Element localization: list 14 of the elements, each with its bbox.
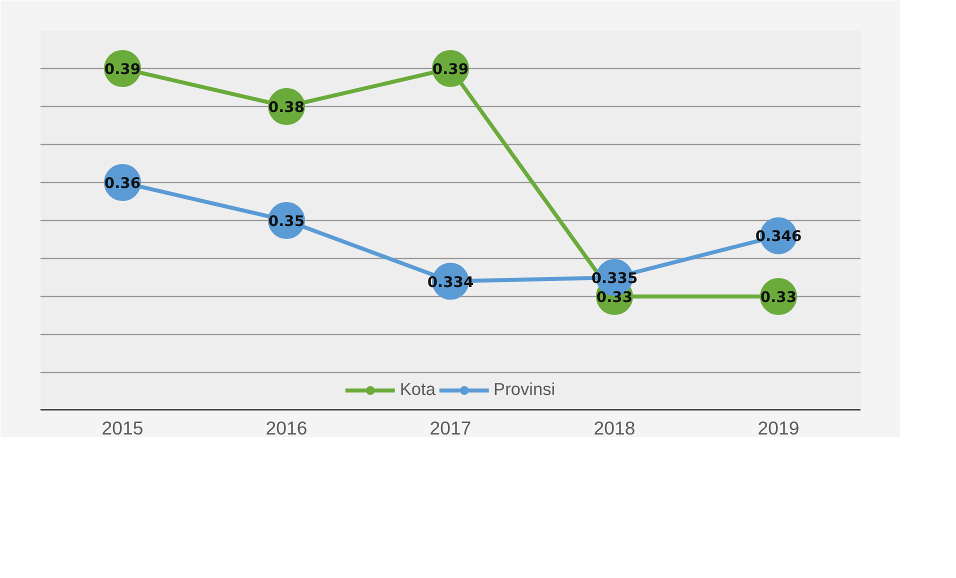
data-label: 0.33 [596,289,633,306]
data-label: 0.35 [268,213,305,230]
x-tick-label: 2017 [430,418,472,438]
x-tick-label: 2015 [102,418,144,438]
data-label: 0.38 [268,99,305,116]
x-tick-label: 2016 [266,418,308,438]
data-label: 0.39 [432,61,469,78]
legend-label: Kota [400,379,436,400]
data-label: 0.33 [760,289,797,306]
x-tick-label: 2018 [594,418,636,438]
data-label: 0.36 [104,175,141,192]
x-tick-label: 2019 [758,418,800,438]
legend-label: Provinsi [494,379,556,400]
data-label: 0.39 [104,61,141,78]
